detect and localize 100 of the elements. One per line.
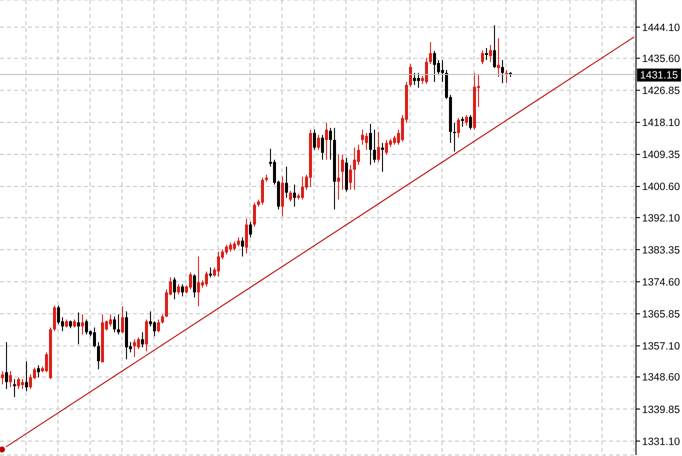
- candlestick: [93, 327, 96, 348]
- candlestick: [153, 320, 156, 337]
- candlestick: [189, 272, 192, 290]
- candlestick: [489, 44, 492, 62]
- y-tick-label: 1365.85: [642, 308, 680, 320]
- candlestick: [441, 60, 444, 83]
- candlestick: [77, 312, 80, 345]
- candlestick: [485, 47, 488, 61]
- candlestick: [429, 42, 432, 65]
- candlestick: [253, 202, 256, 228]
- candlestick: [457, 117, 460, 138]
- candlestick: [481, 50, 484, 65]
- candlestick: [245, 218, 248, 254]
- candlestick: [157, 318, 160, 333]
- y-tick-label: 1374.60: [642, 276, 680, 288]
- candlestick: [497, 38, 500, 78]
- candlestick: [209, 266, 212, 278]
- y-tick-label: 1331.10: [642, 436, 680, 448]
- candlestick: [313, 129, 316, 150]
- candlestick: [205, 270, 208, 287]
- candlestick: [369, 123, 372, 166]
- candlestick: [317, 134, 320, 150]
- candlestick: [25, 360, 28, 392]
- candlestick: [365, 132, 368, 150]
- candlestick: [493, 24, 496, 69]
- candlestick: [469, 114, 472, 130]
- candlestick: [329, 127, 332, 160]
- candlestick: [425, 57, 428, 84]
- candlestick: [197, 256, 200, 307]
- candlestick: [161, 314, 164, 324]
- y-tick-label: 1339.85: [642, 404, 680, 416]
- y-tick-label: 1392.10: [642, 212, 680, 224]
- candlestick: [145, 318, 148, 352]
- candlestick: [121, 306, 124, 334]
- candlestick: [353, 147, 356, 190]
- candlestick: [301, 176, 304, 200]
- candlestick: [117, 314, 120, 335]
- candlestick: [385, 139, 388, 156]
- y-tick-label: 1435.60: [642, 52, 680, 65]
- candlestick: [113, 316, 116, 333]
- candlestick: [289, 190, 292, 202]
- candlestick: [21, 378, 24, 390]
- candlestick: [181, 284, 184, 297]
- y-tick-label: 1357.10: [642, 340, 680, 353]
- candlestick: [97, 342, 100, 370]
- candlestick: [349, 164, 352, 190]
- candlestick: [261, 177, 264, 206]
- candlestick: [141, 332, 144, 348]
- candlestick: [173, 276, 176, 300]
- candlestick: [225, 244, 228, 256]
- candlestick: [85, 318, 88, 335]
- candlestick: [233, 240, 236, 252]
- candlestick: [341, 154, 344, 190]
- candlestick: [377, 131, 380, 162]
- candlestick: [241, 236, 244, 257]
- candlestick: [321, 134, 324, 160]
- candlestick: [109, 314, 112, 327]
- candlestick: [81, 314, 84, 335]
- candlestick: [53, 305, 56, 332]
- candlestick: [465, 114, 468, 126]
- candlestick: [373, 129, 376, 164]
- y-tick-label: 1409.35: [642, 149, 680, 162]
- candlestick: [237, 236, 240, 248]
- y-tick-label: 1348.60: [642, 372, 680, 384]
- candlestick: [433, 50, 436, 83]
- candlestick: [293, 184, 296, 208]
- candlestick: [249, 221, 252, 238]
- y-tick-label: 1426.85: [642, 85, 680, 98]
- candlestick: [217, 251, 220, 278]
- candlestick: [381, 142, 384, 172]
- candlestick: [501, 60, 504, 84]
- y-tick-label: 1418.10: [642, 117, 680, 130]
- candlestick: [1, 370, 4, 385]
- candlestick: [177, 284, 180, 296]
- candlestick: [285, 166, 288, 198]
- candlestick: [357, 144, 360, 166]
- candlestick: [413, 72, 416, 86]
- y-tick-label: 1400.60: [642, 181, 680, 194]
- candlestick: [29, 374, 32, 390]
- candlestick: [453, 122, 456, 152]
- candlestick: [325, 122, 328, 160]
- candlestick: [193, 274, 196, 298]
- candlestick: [505, 69, 508, 84]
- candlestick: [361, 129, 364, 146]
- candlestick: [57, 305, 60, 325]
- candlestick: [461, 116, 464, 128]
- candlestick: [417, 72, 420, 88]
- ref-line-label: 1431.15: [640, 70, 678, 82]
- candlestick: [229, 242, 232, 252]
- candlestick: [337, 154, 340, 200]
- candlestick: [37, 364, 40, 378]
- candlestick: [409, 64, 412, 88]
- y-tick-label: 1444.10: [642, 22, 680, 34]
- y-tick-label: 1383.35: [642, 244, 680, 256]
- candlestick: [137, 336, 140, 350]
- candlestick: [281, 176, 284, 218]
- candlestick: [17, 376, 20, 390]
- candlestick: [133, 338, 136, 358]
- candlestick: [5, 342, 8, 390]
- candlestick: [9, 370, 12, 388]
